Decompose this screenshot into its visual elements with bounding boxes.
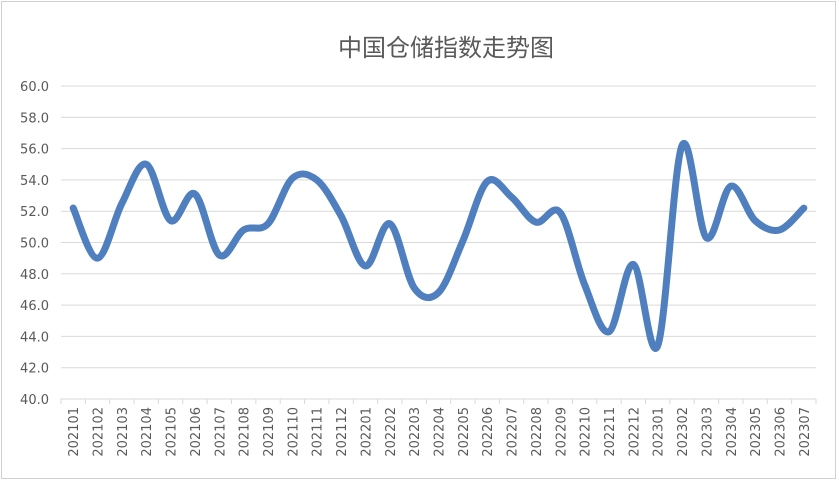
data-point	[386, 220, 393, 227]
series-line	[69, 139, 808, 352]
data-point	[289, 175, 296, 182]
data-point	[338, 212, 345, 219]
x-tick-label: 202206	[481, 407, 496, 457]
series-layer	[69, 139, 808, 352]
data-point	[435, 289, 442, 296]
data-point	[532, 219, 539, 226]
y-tick-label: 44.0	[20, 330, 49, 345]
data-point	[167, 217, 174, 224]
gridlines	[60, 85, 817, 404]
x-tick-label: 202105	[165, 407, 180, 457]
data-point	[265, 220, 272, 227]
chart-title: 中国仓储指数走势图	[338, 34, 554, 62]
y-tick-label: 54.0	[20, 174, 49, 189]
data-point	[313, 176, 320, 183]
data-point	[191, 190, 198, 197]
x-tick-label: 202205	[457, 407, 472, 457]
x-tick-label: 202104	[140, 407, 155, 457]
x-tick-label: 202212	[627, 407, 642, 457]
y-tick-label: 42.0	[20, 362, 49, 377]
data-point	[484, 178, 491, 185]
x-tick-label: 202304	[725, 407, 740, 457]
data-point	[143, 161, 150, 168]
x-tick-label: 202108	[238, 407, 253, 457]
data-point	[557, 209, 564, 216]
data-point	[581, 281, 588, 288]
data-point	[411, 284, 418, 291]
data-point	[752, 217, 759, 224]
y-tick-label: 40.0	[20, 393, 49, 408]
x-tick-label: 202203	[408, 407, 423, 457]
x-tick-label: 202202	[384, 407, 399, 457]
x-tick-label: 202306	[773, 407, 788, 457]
y-tick-label: 52.0	[20, 205, 49, 220]
x-tick-label: 202102	[92, 407, 107, 457]
x-tick-label: 202201	[359, 407, 374, 457]
data-point	[70, 205, 77, 212]
y-tick-label: 56.0	[20, 143, 49, 158]
x-tick-label: 202301	[652, 407, 667, 457]
x-tick-label: 202303	[700, 407, 715, 457]
data-point	[508, 194, 515, 201]
x-tick-label: 202210	[579, 407, 594, 457]
data-point	[776, 226, 783, 233]
x-axis-tick-labels: 202101 202102 202103 202104 202105 202106 2021…	[67, 407, 813, 457]
x-tick-label: 202305	[749, 407, 764, 457]
data-point	[727, 183, 734, 190]
x-tick-label: 202211	[603, 407, 618, 457]
y-axis-tick-labels: 40.0 42.0 44.0 46.0 48.0 50.0 52.0 54.0 56.0 58.0…	[20, 80, 49, 408]
y-tick-label: 50.0	[20, 237, 49, 252]
x-tick-label: 202112	[335, 407, 350, 457]
data-point	[240, 226, 247, 233]
data-point	[94, 255, 101, 262]
x-tick-label: 202209	[554, 407, 569, 457]
x-tick-label: 202307	[798, 407, 813, 457]
y-tick-label: 58.0	[20, 111, 49, 126]
x-tick-label: 202106	[189, 407, 204, 457]
data-point	[118, 200, 125, 207]
x-tick-label: 202208	[530, 407, 545, 457]
data-point	[679, 142, 686, 149]
x-tick-label: 202302	[676, 407, 691, 457]
x-tick-label: 202111	[311, 407, 326, 457]
x-tick-label: 202207	[506, 407, 521, 457]
data-point	[654, 342, 661, 349]
y-tick-label: 46.0	[20, 299, 49, 314]
data-point	[630, 261, 637, 268]
x-tick-label: 202103	[116, 407, 131, 457]
x-tick-label: 202109	[262, 407, 277, 457]
x-tick-label: 202110	[286, 407, 301, 457]
data-point	[605, 328, 612, 335]
data-point	[459, 237, 466, 244]
data-point	[362, 262, 369, 269]
x-tick-label: 202204	[433, 407, 448, 457]
data-point	[800, 205, 807, 212]
x-tick-label: 202101	[67, 407, 82, 457]
y-tick-label: 48.0	[20, 268, 49, 283]
y-tick-label: 60.0	[20, 80, 49, 95]
data-point	[703, 234, 710, 241]
x-tick-label: 202107	[213, 407, 228, 457]
data-point	[216, 252, 223, 259]
